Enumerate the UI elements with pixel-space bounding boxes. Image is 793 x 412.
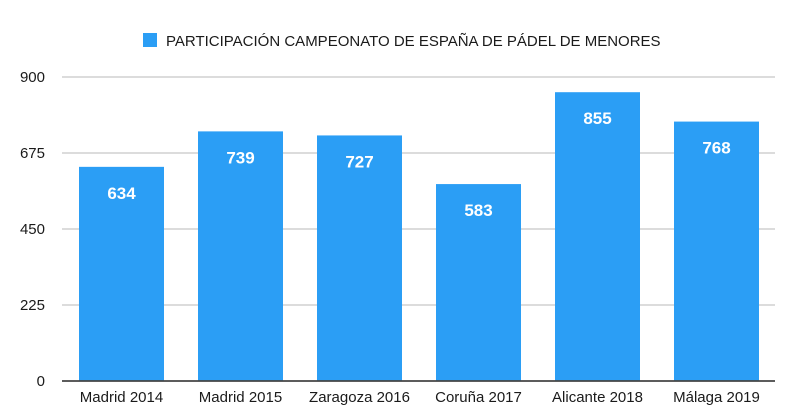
y-tick-label: 900 xyxy=(20,69,45,86)
bar xyxy=(674,121,759,381)
x-tick-label: Zaragoza 2016 xyxy=(309,389,410,406)
y-tick-label: 675 xyxy=(20,145,45,162)
x-tick-label: Alicante 2018 xyxy=(552,389,643,406)
y-tick-label: 225 xyxy=(20,297,45,314)
x-tick-label: Coruña 2017 xyxy=(435,389,522,406)
x-tick-label: Madrid 2014 xyxy=(80,389,163,406)
y-axis-ticks: 0 225 450 675 900 xyxy=(20,69,45,390)
bar xyxy=(198,131,283,381)
data-labels: 634 739 727 583 855 768 xyxy=(107,109,730,220)
x-tick-label: Málaga 2019 xyxy=(673,389,760,406)
data-label: 727 xyxy=(345,152,373,171)
bar xyxy=(317,135,402,381)
bar xyxy=(555,92,640,381)
x-axis-labels: Madrid 2014 Madrid 2015 Zaragoza 2016 Coruñ… xyxy=(80,389,760,406)
data-label: 583 xyxy=(464,201,492,220)
legend-label: PARTICIPACIÓN CAMPEONATO DE ESPAÑA DE PÁ… xyxy=(166,33,661,50)
legend-swatch xyxy=(143,33,157,47)
x-tick-label: Madrid 2015 xyxy=(199,389,282,406)
gridlines xyxy=(62,76,775,306)
data-label: 855 xyxy=(583,109,611,128)
data-label: 634 xyxy=(107,184,136,203)
data-label: 768 xyxy=(702,139,730,158)
y-tick-label: 0 xyxy=(37,373,45,390)
bar xyxy=(79,166,164,381)
bars xyxy=(79,92,759,381)
bar xyxy=(436,184,521,381)
legend: PARTICIPACIÓN CAMPEONATO DE ESPAÑA DE PÁ… xyxy=(143,33,661,50)
y-tick-label: 450 xyxy=(20,221,45,238)
data-label: 739 xyxy=(226,148,254,167)
